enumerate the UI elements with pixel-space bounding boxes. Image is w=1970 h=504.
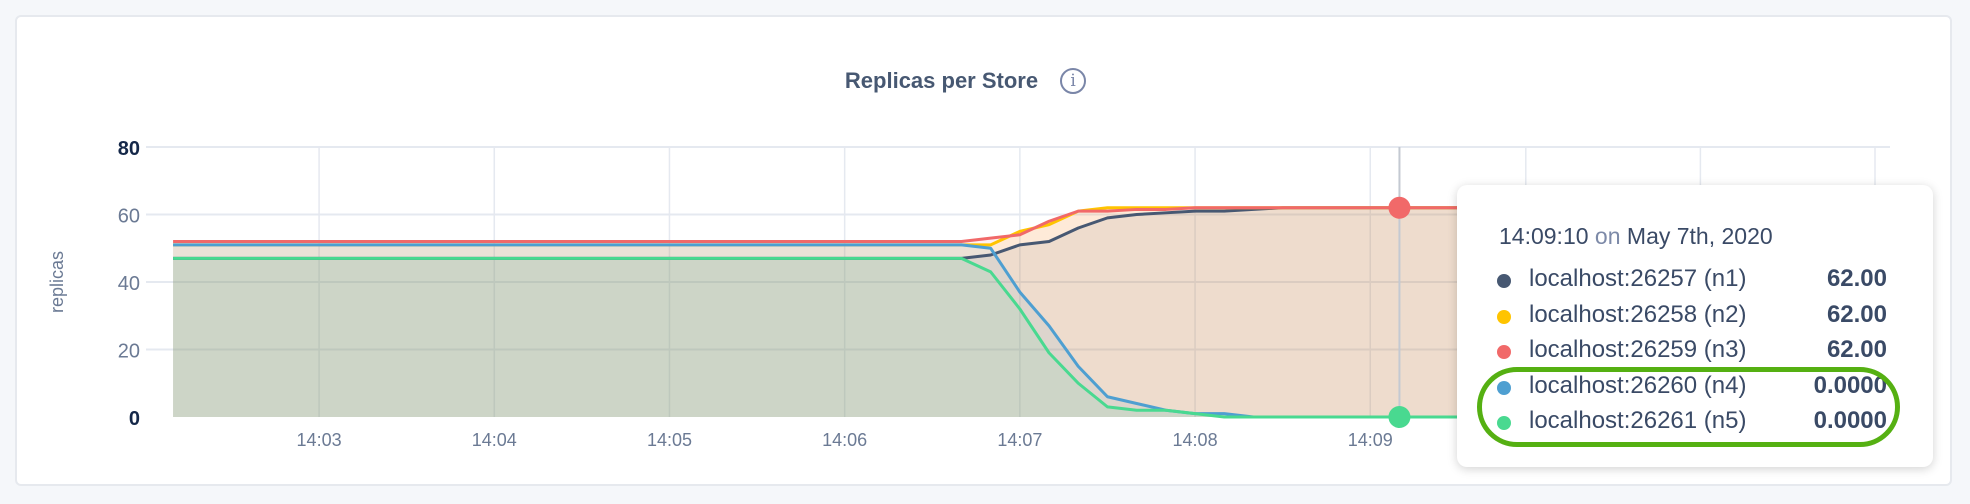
series-area — [173, 244, 1890, 417]
tooltip-on: on — [1594, 223, 1621, 249]
chart-title: Replicas per Store — [844, 68, 1039, 94]
x-tick-label: 14:09 — [1348, 430, 1393, 450]
series-line — [173, 256, 1890, 419]
chart-title-row: Replicas per Store i — [17, 67, 1914, 95]
x-tick-label: 14:03 — [297, 430, 342, 450]
series-area — [173, 258, 1890, 417]
series-dot-icon — [1497, 274, 1511, 288]
y-tick-label: 0 — [129, 408, 140, 430]
x-tick-label: 14:07 — [997, 430, 1042, 450]
series-dot-icon — [1497, 309, 1511, 324]
tooltip-series-label: localhost:26257 (n1) — [1529, 265, 1747, 292]
hover-point — [1388, 196, 1411, 219]
x-tick-label: 14:04 — [472, 430, 517, 450]
y-axis-label: replicas — [47, 251, 67, 313]
series-dot-icon — [1497, 345, 1511, 359]
tooltip-time: 14:09:10 — [1499, 223, 1589, 249]
tooltip-row: localhost:26259 (n3) 62.00 — [1497, 334, 1887, 368]
hover-point — [1388, 406, 1411, 428]
x-tick-label: 14:06 — [822, 430, 867, 450]
highlight-ellipse — [1477, 367, 1900, 447]
series-line — [173, 206, 1890, 243]
tooltip-series-value: 62.00 — [1826, 336, 1887, 363]
tooltip-series-label: localhost:26261 (n5) — [1529, 407, 1747, 434]
y-tick-label: 40 — [118, 273, 140, 295]
tooltip-series-value: 62.00 — [1826, 300, 1887, 328]
y-tick-label: 60 — [118, 206, 140, 228]
y-tick-label: 80 — [118, 138, 140, 160]
tooltip-date: May 7th, 2020 — [1626, 223, 1773, 249]
hover-tooltip: 14:09:10 on May 7th, 2020 localhost:2625… — [1457, 185, 1933, 467]
tooltip-title: 14:09:10 on May 7th, 2020 — [1499, 223, 1773, 250]
tooltip-series-label: localhost:26260 (n4) — [1529, 371, 1747, 399]
tooltip-series-label: localhost:26259 (n3) — [1529, 336, 1747, 363]
x-tick-label: 14:08 — [1173, 430, 1218, 450]
x-tick-label: 14:05 — [647, 430, 692, 450]
info-circle-icon[interactable]: i — [1060, 68, 1087, 95]
y-tick-label: 20 — [118, 341, 140, 363]
tooltip-series-value: 62.00 — [1826, 265, 1887, 292]
tooltip-row: localhost:26258 (n2) 62.00 — [1497, 299, 1887, 333]
tooltip-row: localhost:26257 (n1) 62.00 — [1497, 263, 1887, 297]
tooltip-series-label: localhost:26258 (n2) — [1529, 300, 1747, 328]
